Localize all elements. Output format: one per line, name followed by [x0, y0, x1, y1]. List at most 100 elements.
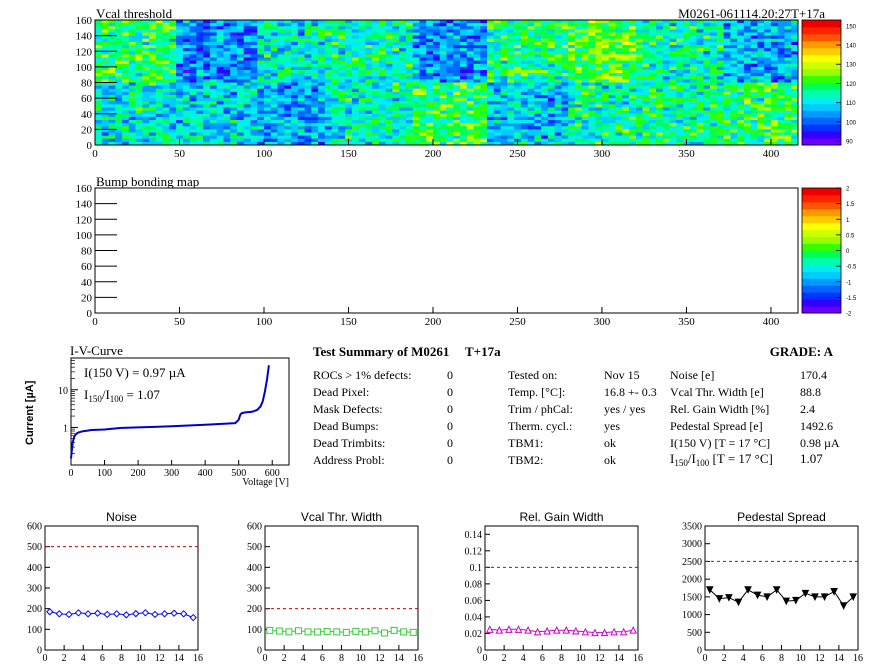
heatmap-cell [392, 23, 400, 27]
heatmap-cell [777, 26, 785, 30]
heatmap-cell [676, 35, 684, 40]
heatmap-cell [588, 63, 596, 68]
heatmap-cell [764, 95, 772, 99]
heatmap-cell [473, 107, 481, 112]
small-chart-point [782, 597, 791, 606]
heatmap-cell [176, 79, 184, 83]
heatmap-cell [149, 107, 157, 112]
heatmap-cell [662, 63, 670, 68]
heatmap-cell [128, 110, 136, 115]
heatmap-cell [608, 26, 616, 30]
heatmap-cell [426, 88, 434, 93]
heatmap-cell [128, 98, 136, 102]
heatmap-cell [750, 129, 758, 133]
heatmap-cell [730, 35, 738, 40]
heatmap-cell [750, 101, 758, 105]
heatmap-cell [412, 73, 420, 77]
heatmap-cell [649, 45, 657, 49]
heatmap-cell [574, 126, 583, 130]
heatmap-cell [703, 57, 711, 62]
heatmap-cell [615, 120, 623, 124]
heatmap-cell [493, 123, 501, 127]
heatmap-cell [487, 91, 495, 96]
heatmap-cell [696, 123, 704, 127]
heatmap-cell [642, 110, 650, 115]
heatmap-cell [534, 20, 542, 24]
heatmap-cell [196, 45, 204, 49]
heatmap-cell [683, 66, 691, 71]
heatmap-cell [710, 91, 718, 96]
heatmap-cell [351, 76, 360, 80]
heatmap-cell [372, 41, 380, 46]
heatmap-cell [622, 20, 630, 24]
heatmap-cell [169, 85, 177, 90]
heatmap-cell [730, 107, 738, 112]
heatmap-cell [649, 126, 657, 130]
heatmap-cell [189, 82, 197, 87]
heatmap-cell [764, 85, 772, 90]
heatmap-cell [277, 113, 285, 118]
heatmap-cell [345, 123, 353, 127]
heatmap-cell [263, 48, 272, 52]
heatmap-cell [561, 35, 569, 40]
heatmap-cell [696, 129, 704, 133]
heatmap-cell [737, 135, 745, 140]
heatmap-cell [710, 85, 718, 90]
heatmap-cell [527, 51, 535, 55]
summary-value: yes / yes [604, 402, 646, 416]
heatmap-cell [257, 123, 265, 127]
heatmap-cell [149, 76, 157, 80]
small-chart-title: Vcal Thr. Width [301, 510, 382, 524]
heatmap-cell [135, 126, 143, 130]
hm2-x-tick-label: 400 [763, 316, 780, 328]
heatmap-cell [182, 104, 191, 108]
heatmap-cell [277, 60, 285, 65]
heatmap-cell [473, 41, 481, 46]
pal1-swatch [802, 47, 841, 56]
heatmap-cell [453, 51, 461, 55]
heatmap-cell [378, 132, 387, 137]
heatmap-cell [608, 104, 616, 108]
small-chart-y-tick-label: 1500 [682, 592, 702, 603]
heatmap-cell [243, 54, 251, 58]
heatmap-cell [189, 104, 197, 108]
heatmap-cell [527, 66, 535, 71]
heatmap-cell [568, 57, 576, 62]
heatmap-cell [696, 135, 704, 140]
heatmap-cell [534, 54, 542, 58]
heatmap-cell [777, 41, 785, 46]
heatmap-cell [291, 110, 299, 115]
heatmap-cell [345, 98, 353, 102]
heatmap-cell [392, 104, 400, 108]
heatmap-cell [338, 91, 346, 96]
heatmap-cell [703, 79, 711, 83]
heatmap-cell [162, 35, 170, 40]
heatmap-cell [541, 51, 549, 55]
heatmap-cell [764, 126, 772, 130]
heatmap-cell [169, 113, 177, 118]
heatmap-cell [311, 107, 319, 112]
heatmap-cell [412, 113, 420, 118]
heatmap-cell [230, 120, 238, 124]
heatmap-cell [487, 85, 495, 90]
heatmap-cell [351, 48, 360, 52]
heatmap-cell [622, 26, 630, 30]
heatmap-cell [480, 20, 488, 24]
heatmap-cell [696, 95, 704, 99]
heatmap-cell [122, 141, 130, 146]
heatmap-cell [547, 79, 556, 83]
heatmap-cell [284, 85, 292, 90]
small-chart-point [772, 586, 781, 594]
heatmap-cell [534, 113, 542, 118]
heatmap-cell [101, 95, 109, 99]
heatmap-cell [629, 26, 637, 30]
heatmap-cell [791, 82, 799, 87]
heatmap-cell [284, 129, 292, 133]
heatmap-cell [209, 20, 218, 24]
heatmap-cell [372, 63, 380, 68]
heatmap-cell [291, 51, 299, 55]
heatmap-cell [716, 107, 725, 112]
heatmap-cell [629, 138, 637, 143]
heatmap-cell [345, 113, 353, 118]
heatmap-cell [439, 38, 447, 43]
